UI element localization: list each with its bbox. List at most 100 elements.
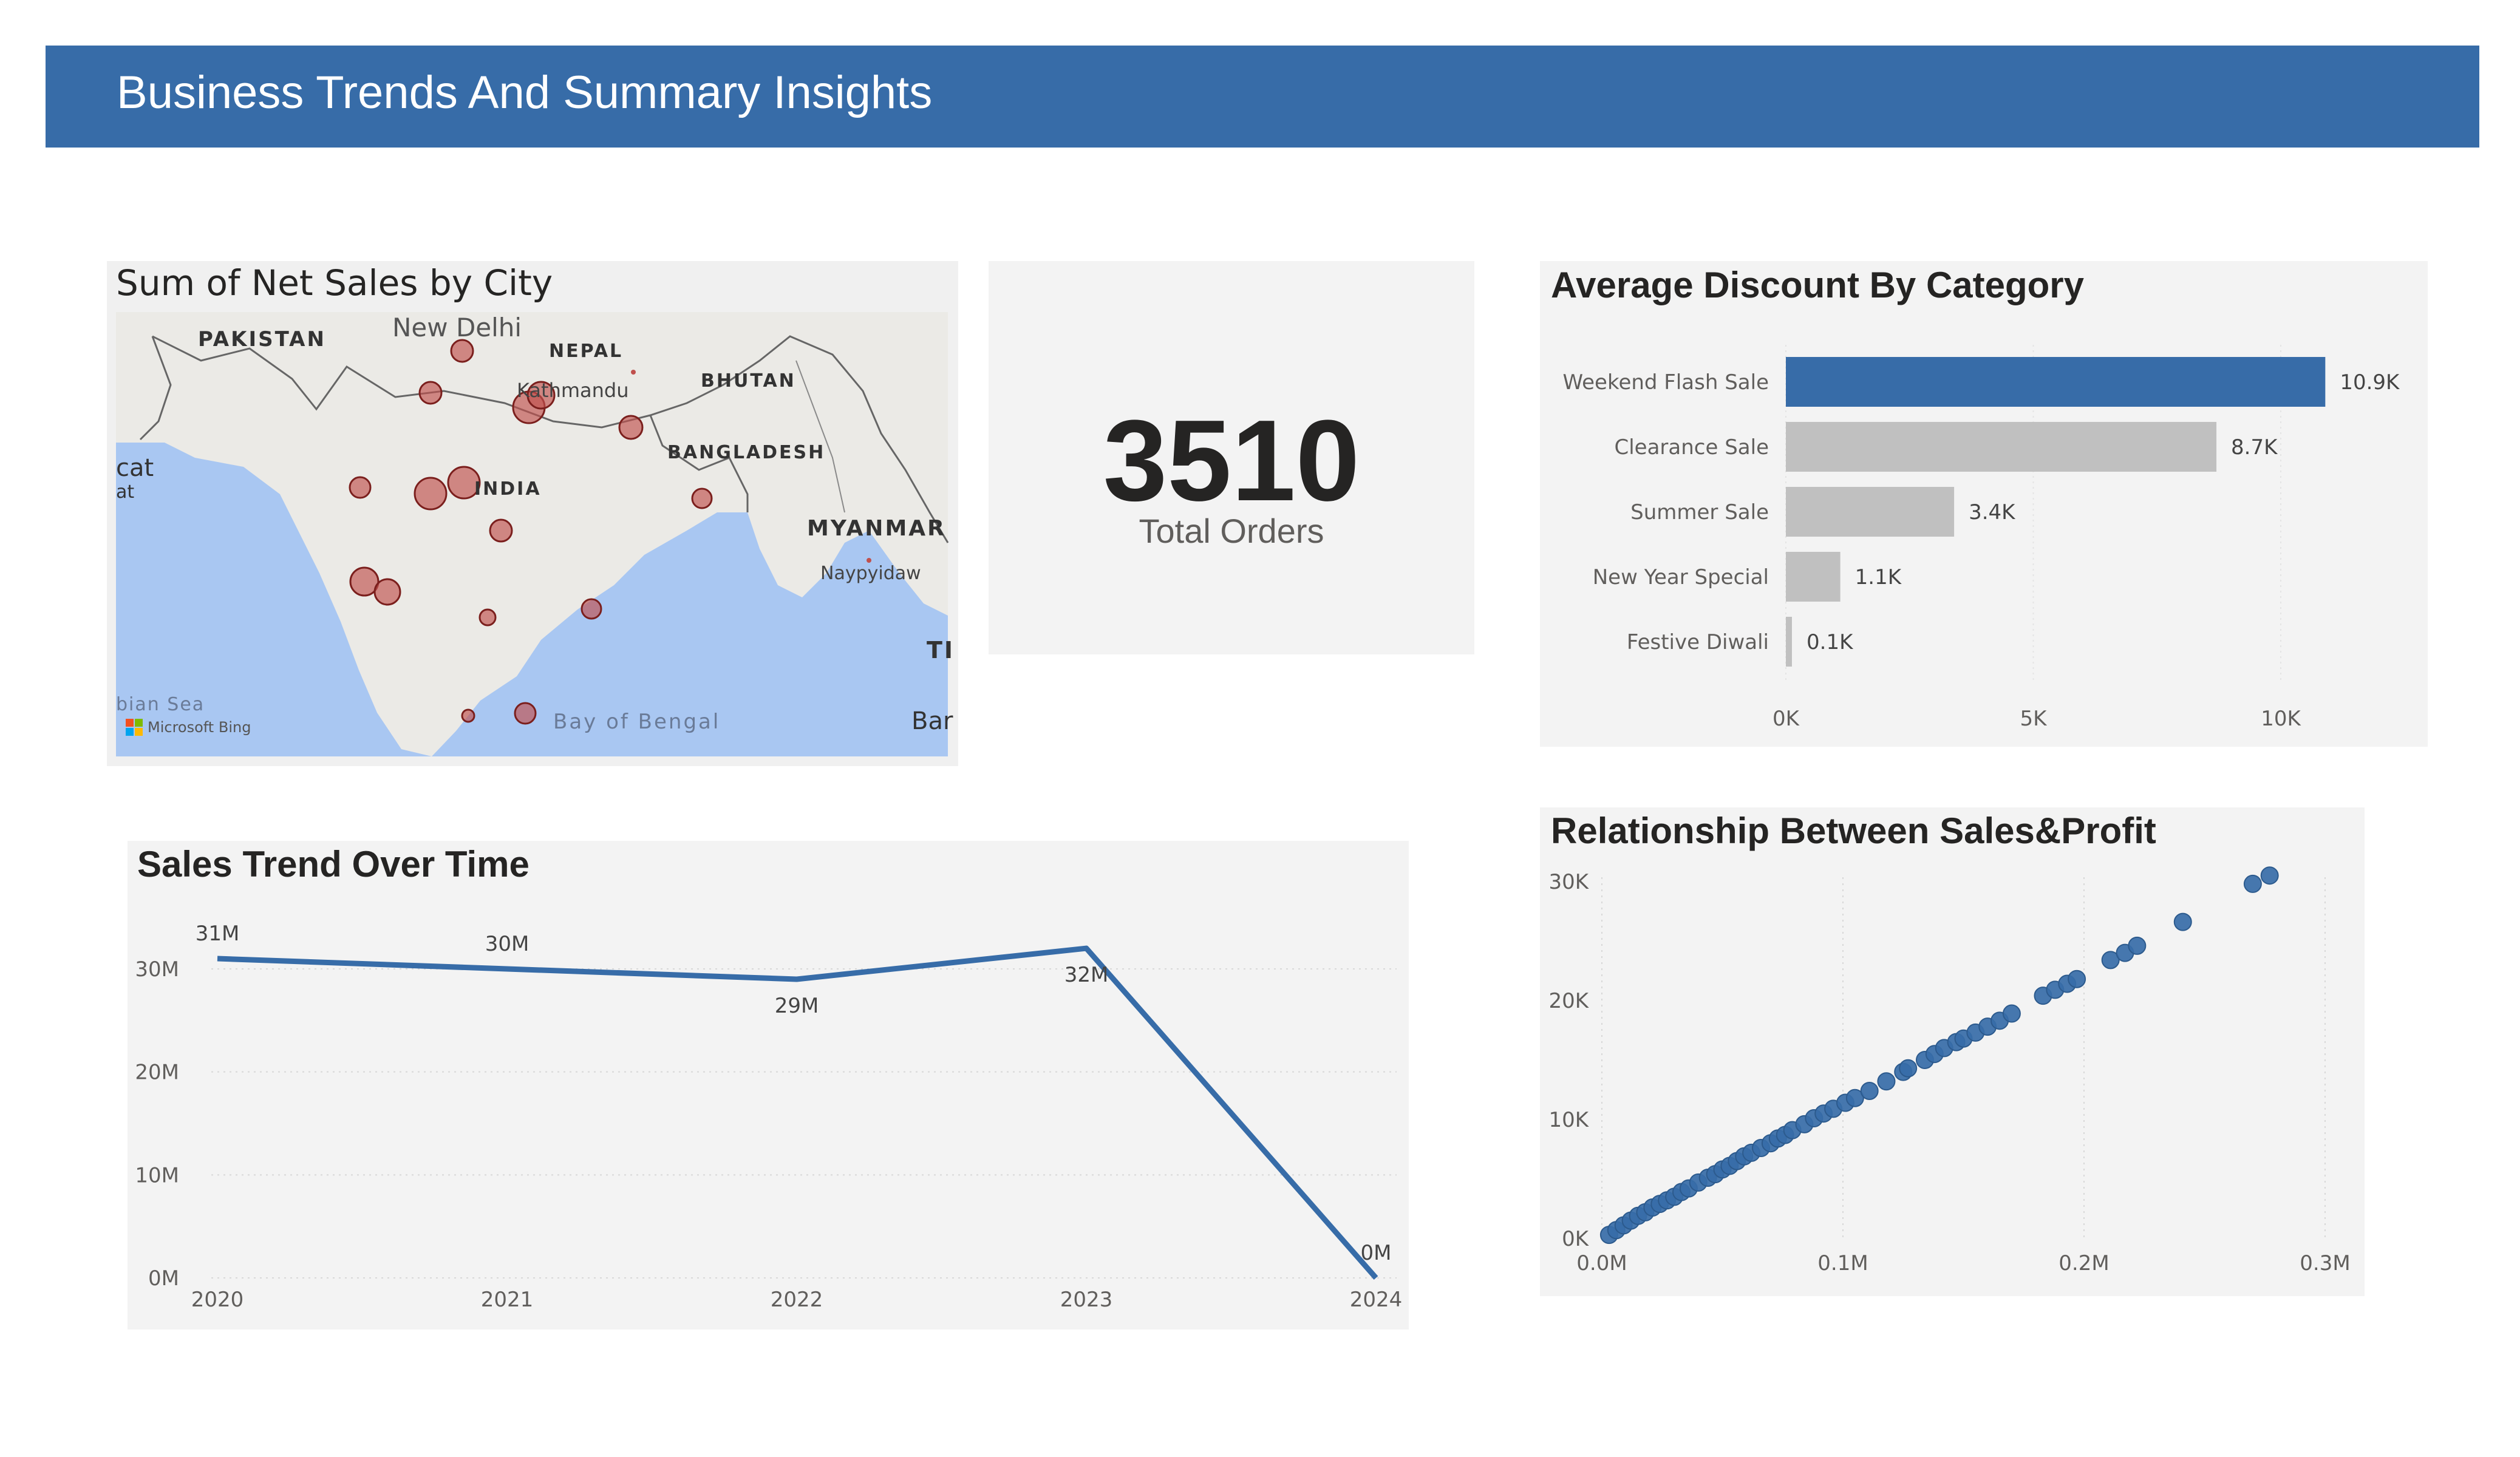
city-bubble xyxy=(450,339,474,363)
city-bubble xyxy=(618,415,644,440)
bar-x-tick-label: 10K xyxy=(2261,707,2301,731)
scatter-point xyxy=(2243,874,2262,893)
scatter-title: Relationship Between Sales&Profit xyxy=(1551,810,2156,851)
kpi-value: 3510 xyxy=(1103,396,1360,525)
bar-category-label: Summer Sale xyxy=(1630,500,1769,525)
bar xyxy=(1786,617,1792,667)
bar-data-label: 0.1K xyxy=(1807,630,1854,654)
scatter-point xyxy=(2260,866,2279,885)
city-bubble xyxy=(414,477,448,511)
discount-bar-chart[interactable]: 0K 5K 10K Weekend Flash Sale 10.9K Clearance … xyxy=(1540,261,2428,747)
sales-trend-line xyxy=(217,945,1378,1280)
bar xyxy=(1786,422,2217,472)
bar-category-label: Weekend Flash Sale xyxy=(1563,370,1769,395)
map-label-arabian-sea: bian Sea xyxy=(116,694,205,715)
sales-profit-scatter-chart[interactable]: 0.0M 0.1M 0.2M 0.3M 0K 10K 20K 30K xyxy=(1540,807,2365,1296)
city-bubble xyxy=(478,608,497,627)
sales-trend-title: Sales Trend Over Time xyxy=(137,844,530,885)
map-attribution: Microsoft Bing xyxy=(148,719,251,736)
map-label-bar: Bar xyxy=(911,707,953,735)
map-water xyxy=(116,443,948,756)
report-title: Business Trends And Summary Insights xyxy=(117,67,933,118)
scatter-point xyxy=(2068,970,2086,988)
map-label-ti: TI xyxy=(927,637,955,664)
report-header: Business Trends And Summary Insights xyxy=(46,46,2479,148)
scatter-panel[interactable]: Relationship Between Sales&Profit 0.0M 0.… xyxy=(1540,807,2365,1296)
map-label-myanmar: MYANMAR xyxy=(807,516,946,541)
scatter-x-tick-label: 0.0M xyxy=(1576,1251,1627,1275)
city-bubble xyxy=(581,598,602,620)
scatter-point xyxy=(2173,912,2192,931)
sales-trend-panel[interactable]: Sales Trend Over Time 0M 10M 20M 30M 2020 31M… xyxy=(128,841,1409,1330)
scatter-point xyxy=(1877,1072,1896,1091)
scatter-point xyxy=(2101,951,2120,970)
scatter-point xyxy=(2002,1004,2021,1023)
city-bubble xyxy=(418,381,443,405)
city-bubble xyxy=(461,708,475,723)
city-bubble xyxy=(373,578,401,606)
scatter-point xyxy=(1860,1081,1879,1100)
map-label-new-delhi: New Delhi xyxy=(392,313,522,342)
line-x-tick-label: 2020 xyxy=(191,1288,244,1312)
map-canvas[interactable]: PAKISTAN New Delhi NEPAL Kathmandu BHUTA… xyxy=(116,312,953,756)
line-data-label: 32M xyxy=(1064,963,1109,987)
line-y-tick-label: 20M xyxy=(135,1061,179,1085)
line-data-label: 0M xyxy=(1361,1241,1392,1265)
line-x-tick-label: 2024 xyxy=(1350,1288,1403,1312)
scatter-x-tick-label: 0.2M xyxy=(2059,1251,2109,1275)
map-label-kathmandu: Kathmandu xyxy=(517,379,629,402)
map-label-bhutan: BHUTAN xyxy=(701,370,796,392)
line-data-label: 29M xyxy=(775,994,819,1018)
scatter-point xyxy=(1845,1089,1864,1107)
kpi-label: Total Orders xyxy=(1139,512,1324,550)
line-data-label: 31M xyxy=(196,922,240,946)
line-x-tick-label: 2022 xyxy=(771,1288,823,1312)
bar-x-tick-label: 0K xyxy=(1773,707,1800,731)
scatter-point xyxy=(1899,1059,1918,1078)
map-label-cat: cat xyxy=(116,454,154,482)
scatter-y-tick-label: 30K xyxy=(1548,870,1589,894)
city-bubble xyxy=(349,566,380,597)
bar-category-label: New Year Special xyxy=(1593,565,1769,589)
map-label-bangladesh: BANGLADESH xyxy=(667,442,825,463)
map-label-naypyidaw: Naypyidaw xyxy=(820,563,921,584)
city-bubble xyxy=(489,518,513,543)
map-label-at: at xyxy=(116,481,134,503)
bar-data-label: 10.9K xyxy=(2340,370,2400,395)
capital-dot xyxy=(631,370,636,375)
bar-category-label: Clearance Sale xyxy=(1614,435,1769,460)
bar xyxy=(1786,552,1841,602)
scatter-y-tick-label: 0K xyxy=(1562,1227,1590,1251)
scatter-x-tick-label: 0.1M xyxy=(1817,1251,1868,1275)
map-label-india: INDIA xyxy=(474,478,542,500)
map-label-pakistan: PAKISTAN xyxy=(198,327,326,352)
bar xyxy=(1786,357,2326,407)
map-title: Sum of Net Sales by City xyxy=(116,262,553,304)
kpi-card[interactable]: 3510 Total Orders xyxy=(989,261,1474,654)
scatter-x-tick-label: 0.3M xyxy=(2300,1251,2350,1275)
line-x-tick-label: 2023 xyxy=(1060,1288,1113,1312)
bar-data-label: 1.1K xyxy=(1855,565,1902,589)
line-data-label: 30M xyxy=(485,932,530,956)
discount-chart-title: Average Discount By Category xyxy=(1551,265,2085,305)
city-bubble xyxy=(514,702,537,725)
map-label-bay-of-bengal: Bay of Bengal xyxy=(553,710,720,734)
bar xyxy=(1786,487,1955,537)
line-y-tick-label: 0M xyxy=(148,1266,179,1291)
city-bubble xyxy=(349,476,372,499)
discount-chart-panel[interactable]: Average Discount By Category 0K 5K 10K Week… xyxy=(1540,261,2428,747)
line-y-tick-label: 10M xyxy=(135,1163,179,1187)
bar-data-label: 8.7K xyxy=(2231,435,2278,460)
capital-dot xyxy=(867,558,871,563)
bar-category-label: Festive Diwali xyxy=(1627,630,1769,654)
line-x-tick-label: 2021 xyxy=(481,1288,534,1312)
map-panel[interactable]: Sum of Net Sales by City PAKISTAN New De… xyxy=(107,261,958,766)
city-bubble xyxy=(447,466,481,500)
map-border-4 xyxy=(795,360,845,513)
sales-trend-line-chart[interactable]: 0M 10M 20M 30M 2020 31M 2021 30M 2022 29M 2023 32M 2… xyxy=(128,841,1409,1330)
line-y-tick-label: 30M xyxy=(135,957,179,982)
bar-x-tick-label: 5K xyxy=(2020,707,2048,731)
bar-data-label: 3.4K xyxy=(1969,500,2016,525)
map-border-2 xyxy=(649,415,749,512)
scatter-point xyxy=(2128,936,2147,955)
